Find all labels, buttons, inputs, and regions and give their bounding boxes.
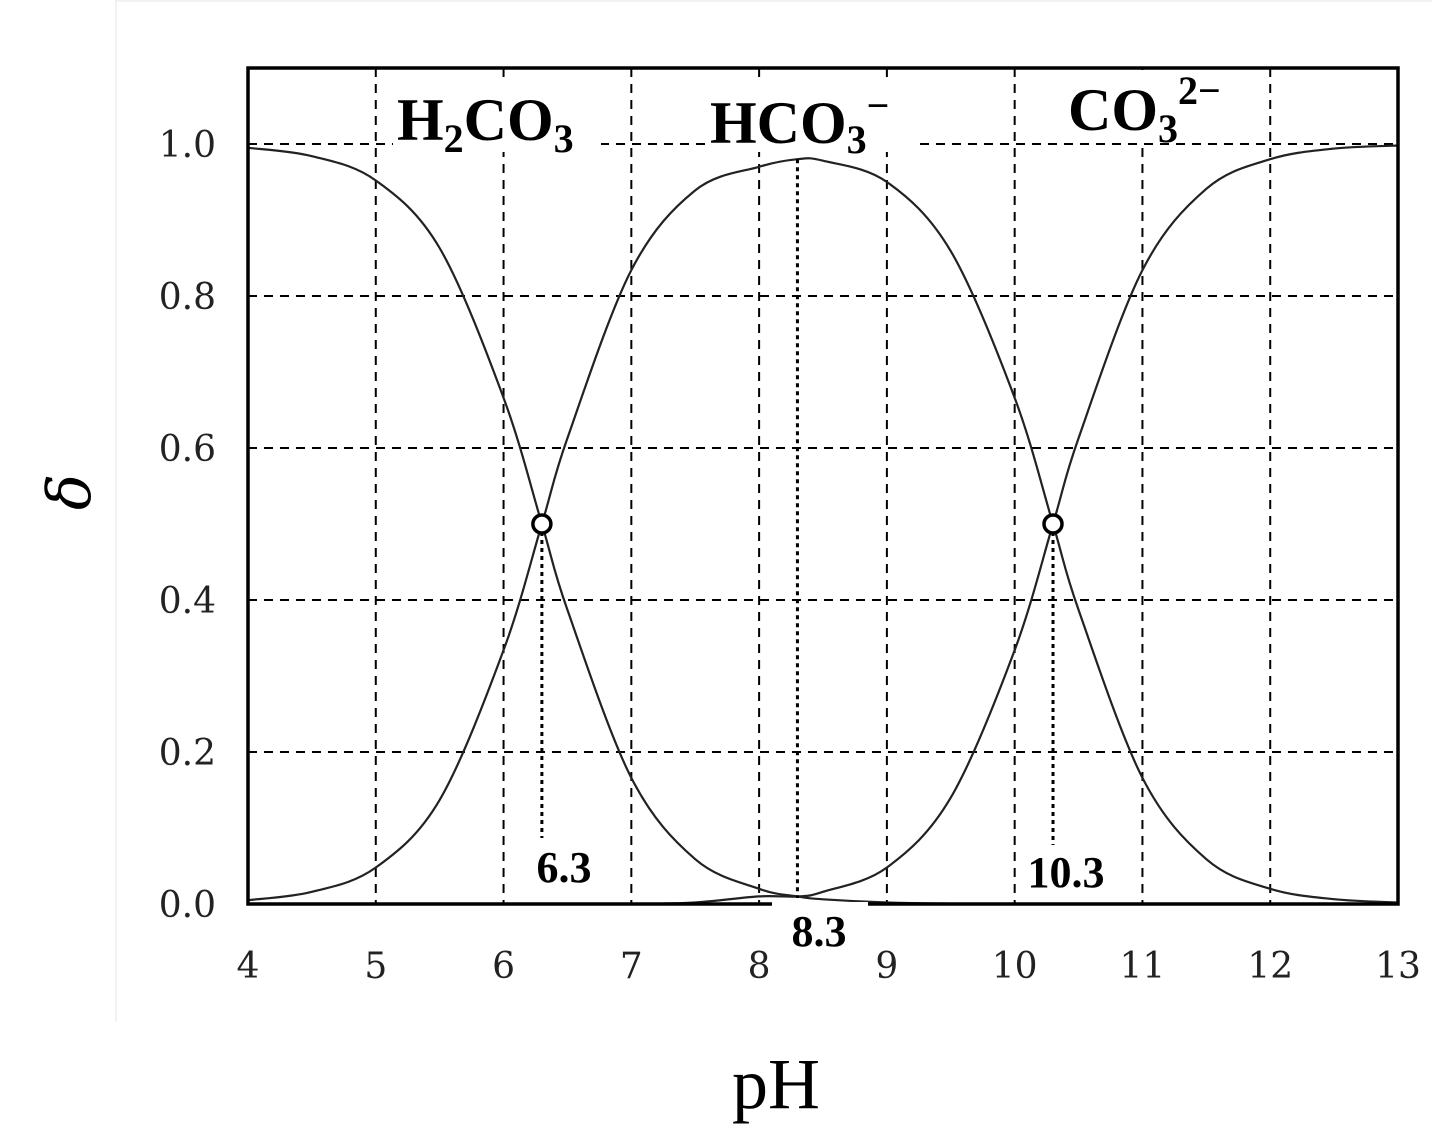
x-axis-title: pH [732, 1044, 820, 1124]
hco3-label: HCO3− [710, 83, 889, 162]
x-tick-label: 9 [875, 946, 898, 987]
co3-label-bg [1048, 70, 1260, 142]
pka1-label-bg [528, 838, 600, 894]
crossing-marker [1042, 513, 1064, 535]
pka-markers [531, 513, 1064, 535]
x-tick-label: 11 [1120, 946, 1166, 987]
h2co3-label: H2CO3 [397, 87, 574, 161]
grid-lines [248, 68, 1398, 904]
y-axis-title: δ [35, 474, 105, 510]
y-tick-label: 0.0 [159, 885, 216, 926]
x-tick-label: 12 [1247, 946, 1293, 987]
x-tick-labels: 4 5 6 7 8 9 10 11 12 13 [237, 946, 1421, 987]
h2co3-curve [247, 146, 1398, 906]
x-tick-label: 10 [992, 946, 1038, 987]
x-tick-label: 5 [364, 946, 387, 987]
y-tick-label: 1.0 [159, 125, 216, 166]
x-tick-label: 6 [492, 946, 515, 987]
pka2-annotation: 10.3 [1028, 848, 1105, 897]
x-tick-label: 13 [1375, 946, 1421, 987]
guide-lines [540, 159, 1055, 898]
y-tick-labels: 0.0 0.2 0.4 0.6 0.8 1.0 [159, 125, 216, 926]
distribution-curves [247, 144, 1399, 906]
hco3-curve [247, 157, 1399, 904]
co3-label: CO32− [1068, 68, 1221, 151]
y-tick-label: 0.6 [159, 429, 216, 470]
co3-curve [248, 144, 1399, 906]
plot-frame [246, 66, 1400, 906]
pka2-label-bg [1016, 845, 1112, 899]
x-tick-label: 8 [748, 946, 771, 987]
equivalence-annotation: 8.3 [792, 907, 847, 956]
pka1-annotation: 6.3 [537, 843, 592, 892]
x-tick-label: 4 [237, 946, 260, 987]
equiv-label-bg [772, 902, 868, 958]
hco3-label-bg [706, 80, 918, 152]
y-tick-label: 0.4 [159, 581, 216, 622]
x-tick-label: 7 [620, 946, 643, 987]
y-tick-label: 0.2 [159, 733, 216, 774]
crossing-marker [531, 513, 553, 535]
y-tick-label: 0.8 [159, 277, 216, 318]
h2co3-label-bg [393, 82, 601, 152]
